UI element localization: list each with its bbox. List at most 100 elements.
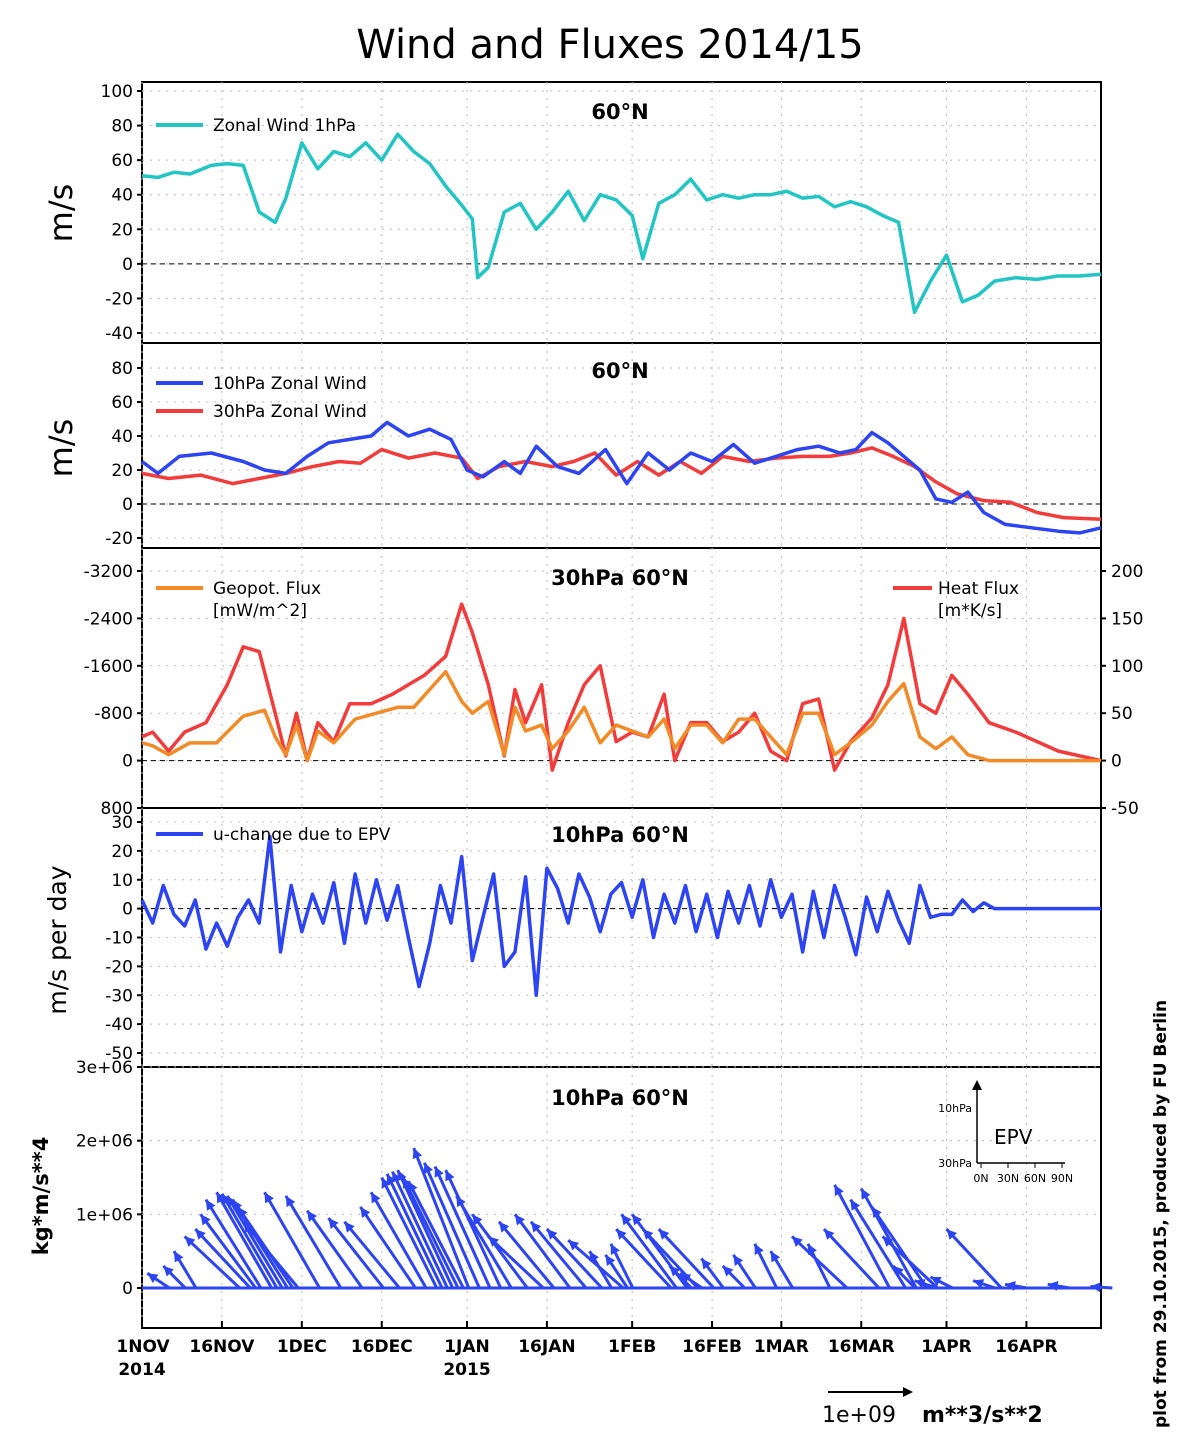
legend-label-heat: Heat Flux: [938, 579, 1019, 599]
epv-arrow: [422, 1162, 481, 1289]
epv-arrow-head: [946, 1229, 957, 1240]
y-tick-label: 20: [111, 461, 133, 481]
epv-arrow-head: [392, 1171, 402, 1183]
epv-arrow-shaft: [545, 1228, 604, 1290]
epv-arrow: [487, 1235, 545, 1290]
epv-arrow-shaft: [391, 1170, 449, 1289]
epv-arrow-shaft: [385, 1173, 444, 1289]
legend-unit-geopot: [mW/m^2]: [213, 601, 307, 621]
x-tick-label: 1DEC: [277, 1337, 327, 1357]
y-tick-label: 0: [122, 495, 133, 515]
x-tick-label: 16JAN: [518, 1337, 575, 1357]
epv-arrow-head: [605, 1254, 616, 1266]
panel-3: -3200 -2400 -1600 -800 0 800 -50 0 50 100 150 200 Ge…: [84, 547, 1143, 819]
epv-arrow-head: [770, 1251, 781, 1263]
y-axis-label: kg*m/s**4: [29, 1137, 53, 1256]
epv-arrow-head: [371, 1192, 381, 1204]
epv-arrow-shaft: [833, 1184, 891, 1289]
epv-arrow: [604, 1254, 629, 1289]
epv-arrow-shaft: [327, 1217, 385, 1289]
epv-arrow-shaft: [945, 1228, 1003, 1290]
panel-label: 60°N: [591, 100, 648, 124]
y-tick-label-left: 0: [122, 752, 133, 772]
epv-arrow: [385, 1173, 444, 1289]
series-line-u-change: [140, 834, 1101, 997]
x-tick-label: 16APR: [995, 1337, 1057, 1357]
epv-arrow-shaft: [263, 1191, 321, 1289]
epv-arrow-head: [973, 1279, 985, 1289]
epv-arrow: [822, 1228, 881, 1290]
epv-arrow-head: [163, 1265, 174, 1277]
y-tick-label: 80: [111, 359, 133, 379]
epv-arrow-head: [216, 1192, 226, 1204]
epv-arrow: [359, 1206, 417, 1289]
epv-arrow-head: [791, 1236, 803, 1247]
epv-arrow: [945, 1228, 1003, 1290]
epv-arrow: [369, 1191, 428, 1289]
epv-arrow-shaft: [194, 1228, 252, 1290]
epv-arrow-shaft: [183, 1235, 241, 1290]
epv-arrow-head: [621, 1214, 632, 1226]
epv-arrow-head: [397, 1170, 407, 1182]
epv-arrow-head: [589, 1251, 599, 1263]
epv-arrow: [679, 1272, 703, 1290]
x-axis: 1NOV 16NOV 1DEC 16DEC 1JAN 16JAN 1FEB 16FEB 1MAR…: [116, 1321, 1058, 1380]
scale-arrow-label: 1e+09: [822, 1403, 896, 1428]
y-tick-label-right: -50: [1111, 799, 1139, 819]
epv-arrow-head: [680, 1273, 692, 1283]
legend-label: 30hPa Zonal Wind: [213, 402, 367, 422]
y-tick-label: 40: [111, 186, 133, 206]
inset-y-label: 30hPa: [938, 1157, 972, 1170]
y-tick-label-right: 0: [1111, 752, 1122, 772]
epv-arrow: [513, 1213, 572, 1289]
scale-arrow-head: [903, 1387, 913, 1397]
y-tick-label: 80: [111, 117, 133, 137]
epv-arrow: [284, 1195, 343, 1289]
epv-arrow: [391, 1170, 449, 1289]
epv-arrow: [929, 1275, 954, 1290]
panel-label: 10hPa 60°N: [551, 823, 689, 847]
epv-arrow-head: [412, 1148, 423, 1160]
epv-arrow: [497, 1220, 556, 1289]
x-tick-label: 1NOV: [116, 1337, 170, 1357]
epv-arrow: [972, 1279, 996, 1290]
y-tick-label-left: -3200: [84, 562, 133, 582]
y-axis-label: m/s: [42, 184, 80, 243]
epv-arrow-head: [669, 1265, 681, 1277]
y-tick-label: 60: [111, 393, 133, 413]
panel-5: 0 1e+06 2e+06 3e+06 10hPa 60°N kg*m/s**4 10hPa…: [29, 1058, 1113, 1329]
scale-arrow-unit: m**3/s**2: [922, 1403, 1043, 1428]
epv-arrow-shaft: [407, 1180, 465, 1289]
epv-arrow-head: [1047, 1281, 1059, 1291]
epv-arrow-head: [871, 1206, 882, 1219]
y-tick-label-left: -800: [94, 704, 133, 724]
epv-arrow-head: [264, 1192, 274, 1204]
epv-arrow-head: [344, 1221, 355, 1233]
panel-label: 30hPa 60°N: [551, 566, 689, 590]
epv-arrow: [545, 1228, 604, 1290]
epv-arrow-head: [434, 1166, 444, 1178]
inset-y-arrow: [972, 1080, 982, 1090]
epv-arrow-head: [1090, 1282, 1101, 1293]
x-tick-label: 16DEC: [351, 1337, 413, 1357]
epv-arrow-head: [893, 1265, 904, 1277]
y-tick-label: 100: [101, 82, 133, 102]
y-tick-label: 20: [111, 842, 133, 862]
inset-title: EPV: [994, 1125, 1033, 1149]
epv-arrow: [444, 1169, 503, 1289]
series-line-30hpa-zonal-wind: [141, 446, 1102, 522]
x-tick-label: 1APR: [921, 1337, 972, 1357]
epv-arrow-shaft: [615, 1228, 673, 1290]
y-tick-label: -20: [105, 529, 133, 549]
epv-arrow-head: [205, 1199, 216, 1211]
epv-arrow: [305, 1209, 364, 1289]
epv-arrow-shaft: [444, 1169, 503, 1289]
panel-4: -50 -40 -30 -20 -10 0 10 20 30 u-change due to EP…: [43, 807, 1102, 1068]
epv-arrow: [657, 1228, 715, 1290]
epv-arrow-shaft: [220, 1192, 279, 1289]
epv-arrow-shaft: [529, 1220, 588, 1289]
epv-arrow-head: [701, 1258, 712, 1270]
epv-arrow: [668, 1264, 693, 1290]
y-tick-label: 0: [122, 900, 133, 920]
epv-arrow: [769, 1250, 794, 1289]
